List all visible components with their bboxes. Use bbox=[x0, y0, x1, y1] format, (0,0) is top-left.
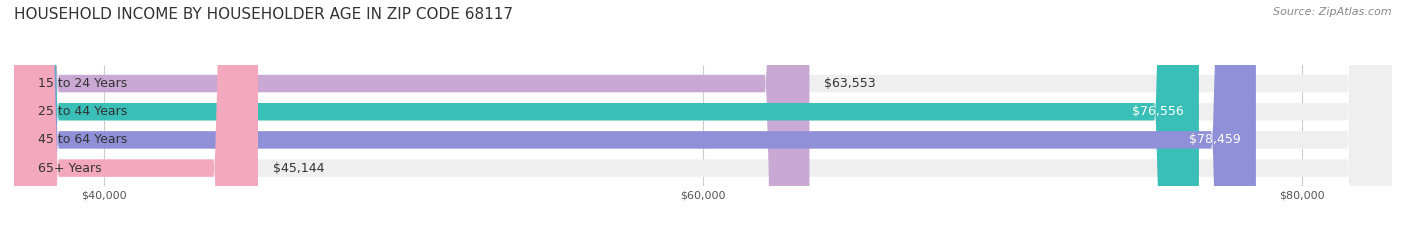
Text: $78,459: $78,459 bbox=[1189, 134, 1241, 146]
FancyBboxPatch shape bbox=[14, 0, 259, 233]
FancyBboxPatch shape bbox=[14, 0, 1392, 233]
Text: 15 to 24 Years: 15 to 24 Years bbox=[38, 77, 128, 90]
Text: $45,144: $45,144 bbox=[273, 161, 325, 175]
FancyBboxPatch shape bbox=[14, 0, 1392, 233]
Text: 25 to 44 Years: 25 to 44 Years bbox=[38, 105, 128, 118]
FancyBboxPatch shape bbox=[14, 0, 1256, 233]
Text: HOUSEHOLD INCOME BY HOUSEHOLDER AGE IN ZIP CODE 68117: HOUSEHOLD INCOME BY HOUSEHOLDER AGE IN Z… bbox=[14, 7, 513, 22]
Text: 45 to 64 Years: 45 to 64 Years bbox=[38, 134, 128, 146]
Text: $76,556: $76,556 bbox=[1132, 105, 1184, 118]
Text: Source: ZipAtlas.com: Source: ZipAtlas.com bbox=[1274, 7, 1392, 17]
FancyBboxPatch shape bbox=[14, 0, 1392, 233]
Text: 65+ Years: 65+ Years bbox=[38, 161, 101, 175]
FancyBboxPatch shape bbox=[14, 0, 810, 233]
FancyBboxPatch shape bbox=[14, 0, 1392, 233]
FancyBboxPatch shape bbox=[14, 0, 1199, 233]
Text: $63,553: $63,553 bbox=[824, 77, 876, 90]
